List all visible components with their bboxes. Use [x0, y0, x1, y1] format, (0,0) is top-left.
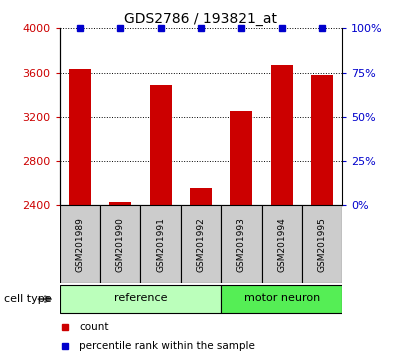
- Bar: [230, 111, 252, 205]
- Bar: [221, 285, 342, 314]
- Bar: [109, 202, 131, 205]
- Bar: [271, 65, 293, 205]
- Bar: [150, 85, 172, 205]
- Text: reference: reference: [114, 293, 167, 303]
- Text: motor neuron: motor neuron: [244, 293, 320, 303]
- Text: GSM201991: GSM201991: [156, 217, 165, 272]
- Bar: [302, 205, 342, 283]
- Text: GSM201990: GSM201990: [116, 217, 125, 272]
- Bar: [261, 205, 302, 283]
- Text: percentile rank within the sample: percentile rank within the sample: [80, 341, 256, 351]
- Text: count: count: [80, 322, 109, 332]
- Text: GSM201994: GSM201994: [277, 217, 286, 272]
- Text: GSM201993: GSM201993: [237, 217, 246, 272]
- Text: GSM201992: GSM201992: [197, 217, 205, 272]
- Title: GDS2786 / 193821_at: GDS2786 / 193821_at: [125, 12, 277, 26]
- Bar: [69, 69, 91, 205]
- Bar: [60, 285, 221, 314]
- Text: GSM201989: GSM201989: [75, 217, 84, 272]
- Text: cell type: cell type: [4, 294, 52, 304]
- Bar: [311, 75, 333, 205]
- Bar: [190, 188, 212, 205]
- Text: GSM201995: GSM201995: [318, 217, 327, 272]
- Bar: [100, 205, 140, 283]
- Bar: [60, 205, 100, 283]
- Bar: [221, 205, 261, 283]
- Bar: [140, 205, 181, 283]
- Bar: [181, 205, 221, 283]
